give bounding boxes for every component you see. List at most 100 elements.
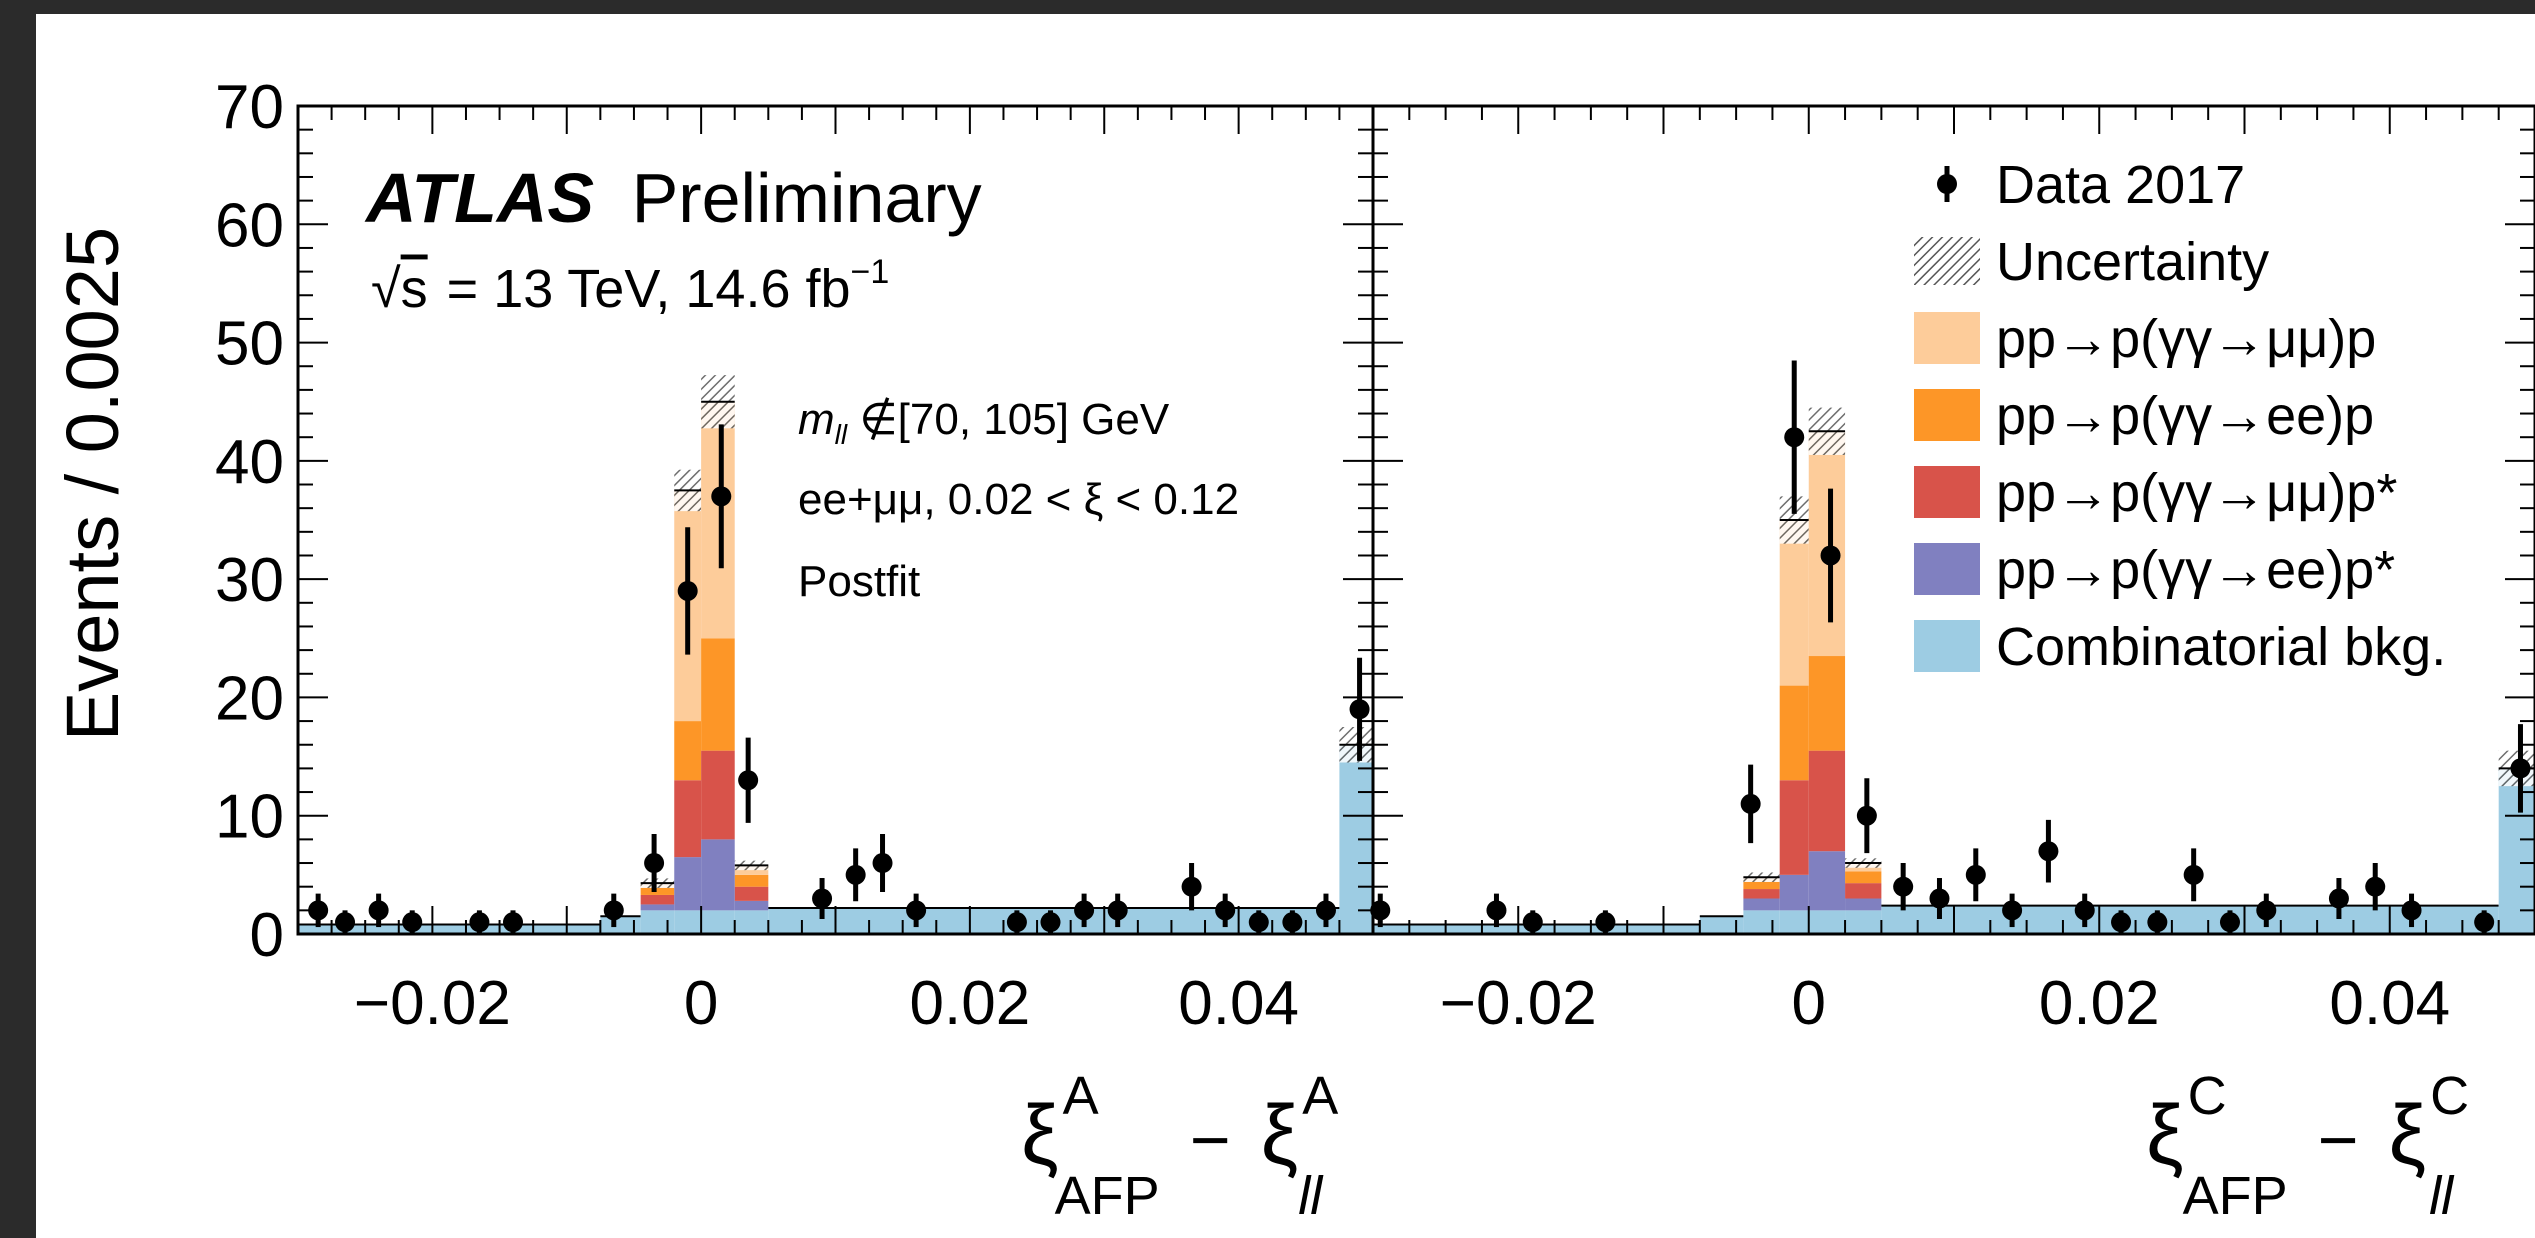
fit-label: Postfit [798,557,920,606]
x-axis-label: ξC AFP− ξC ll [2146,1066,2469,1226]
bar-pp_ee_pstar-b2 [640,904,675,911]
bar-comb-b2 [1743,910,1780,934]
bar-pp_mumu_pstar-peak-left [674,780,702,858]
bar-comb-b5 [2498,768,2535,934]
histogram-figure: Events / 0.0025 −0.02 0 0.02 0.04 0 10 20 30 40 5… [51,73,2535,1226]
data-point [2002,900,2023,921]
data-point [2510,758,2531,779]
legend-swatch-pp_ee_p [1914,389,1980,441]
data-point [2365,876,2386,897]
y-tick-label: 0 [250,901,284,970]
legend-label-data: Data 2017 [1996,155,2245,215]
legend-swatch-pp_ee_pstar [1914,543,1980,595]
data-point [2147,912,2168,933]
legend: Data 2017 Uncertainty pp→p(γγ→μμ)p pp→p(γγ→… [1914,155,2446,677]
bar-pp_mumu_pstar-b2 [640,894,675,905]
bar-pp_mumu_pstar-b4 [734,886,769,901]
bar-pp_ee_p-peak-left [674,721,702,781]
bar-pp_ee_pstar-peak-left [1779,874,1809,911]
y-tick-label: 60 [215,191,284,260]
data-point [1215,900,1236,921]
sqrt-symbol: √ [371,259,401,319]
bar-pp_ee_p-peak-left [1779,685,1809,781]
data-point [1282,912,1303,933]
bar-comb-peak-right [1808,910,1846,934]
x-tick-label: 0 [684,969,718,1038]
bar-comb-b1 [600,916,641,934]
legend-label-combinatorial: Combinatorial bkg. [1996,617,2446,677]
y-tick-label: 40 [215,428,284,497]
atlas-annotation: ATLAS Preliminary √s = 13 TeV, 14.6 fb−1… [364,159,1239,606]
data-point [738,770,759,791]
bar-comb-b0 [298,924,601,934]
bar-comb-peak-left [674,910,702,934]
data-point [335,912,356,933]
data-point [644,853,665,874]
legend-swatch-pp_mumu_p [1914,312,1980,364]
bar-pp_mumu_p-peak-right [701,401,735,639]
data-point [1040,912,1061,933]
bar-comb-b4 [734,910,769,934]
bar-pp_mumu_p-peak-left [1779,520,1809,686]
figure: Events / 0.0025 −0.02 0 0.02 0.04 0 10 20 30 40 5… [36,14,2535,1238]
data-point [1248,912,1269,933]
data-point [1370,900,1391,921]
bar-comb-b1 [1699,916,1744,934]
bar-pp_ee_p-peak-right [1808,656,1846,751]
legend-uncertainty-swatch [1914,237,1980,285]
bar-comb-b2 [640,910,675,934]
legend-swatch-pp_mumu_pstar [1914,466,1980,518]
data-point [2183,864,2204,885]
data-point [1784,427,1805,448]
y-axis-label: Events / 0.0025 [51,227,134,741]
mll-range: ∉[70, 105] GeV [847,395,1170,444]
y-tick-label: 30 [215,546,284,615]
energy-exponent: −1 [851,253,890,291]
data-point [2219,912,2240,933]
x-tick-label: −0.02 [354,969,511,1038]
sqrt-s: s [401,259,428,319]
bar-pp_mumu_p-b4 [734,865,769,875]
bar-pp_ee_p-b3 [1845,871,1882,884]
panel-c: −0.02 0 0.02 0.04 ξC AFP− ξC ll [1370,104,2535,1226]
data-point [2256,900,2277,921]
data-point [2328,888,2349,909]
data-point [1595,912,1616,933]
bar-pp_ee_pstar-peak-left [674,857,702,911]
bar-pp_ee_p-peak-right [701,638,735,751]
data-point [1929,888,1950,909]
data-point [872,853,893,874]
data-point [1522,912,1543,933]
data-point [2038,841,2059,862]
data-point [1006,912,1027,933]
mll-subscript: ll [835,419,848,450]
data-point [845,864,866,885]
bar-pp_mumu_p-peak-right [1808,431,1846,657]
bar-pp_ee_p-b4 [734,874,769,887]
bar-pp_mumu_pstar-peak-right [1808,750,1846,852]
data-point [2401,900,2422,921]
data-point [1107,900,1128,921]
data-point [1740,793,1761,814]
data-point [603,900,624,921]
bar-pp_mumu_pstar-peak-right [701,750,735,840]
data-point [368,900,389,921]
x-tick-label: 0.04 [2329,969,2450,1038]
bar-comb-b4 [1881,905,2499,934]
legend-swatch-combinatorial [1914,620,1980,672]
data-point [2474,912,2495,933]
bar-pp_ee_pstar-b4 [734,900,769,911]
atlas-label: ATLAS [364,159,594,237]
data-point [1820,545,1841,566]
data-point [1893,876,1914,897]
bar-pp_mumu_pstar-peak-left [1779,780,1809,875]
data-point [1486,900,1507,921]
y-tick-label: 70 [215,73,284,142]
data-point [1349,699,1370,720]
bar-pp_mumu_pstar-b2 [1743,889,1780,899]
bar-pp_mumu_pstar-b3 [1845,883,1882,899]
y-tick-label: 50 [215,310,284,379]
legend-label-pp_ee_pstar: pp→p(γγ→ee)p* [1996,540,2395,600]
legend-label-pp_mumu_p: pp→p(γγ→μμ)p [1996,309,2376,369]
data-point [677,580,698,601]
